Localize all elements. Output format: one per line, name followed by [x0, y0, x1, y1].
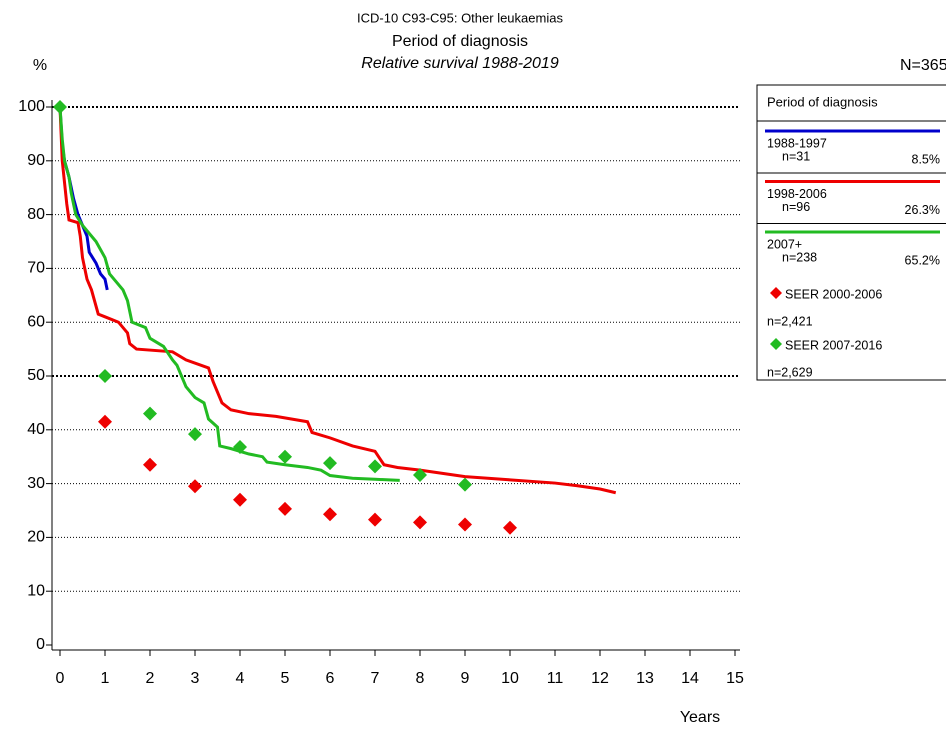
legend-marker	[770, 338, 782, 350]
x-tick-label: 5	[281, 670, 290, 687]
x-tick-label: 3	[191, 670, 200, 687]
total-count: N=365	[900, 57, 946, 74]
legend-label: 2007+	[767, 237, 802, 251]
legend-n: n=31	[782, 149, 810, 163]
legend-n: n=238	[782, 250, 817, 264]
data-point	[503, 520, 517, 535]
data-point	[458, 477, 472, 492]
data-point	[323, 456, 337, 471]
legend-share: 65.2%	[905, 253, 940, 267]
y-tick-label: 90	[27, 152, 45, 169]
data-point	[53, 100, 67, 114]
data-point	[278, 501, 292, 516]
legend-n: n=2,629	[767, 365, 813, 379]
data-point	[188, 427, 202, 442]
x-tick-label: 8	[416, 670, 425, 687]
x-tick-label: 2	[146, 670, 155, 687]
x-tick-label: 12	[591, 670, 609, 687]
data-point	[143, 406, 157, 421]
y-axis-label: %	[33, 57, 47, 74]
x-tick-label: 6	[326, 670, 335, 687]
data-point	[413, 515, 427, 530]
x-tick-label: 9	[461, 670, 470, 687]
x-tick-label: 4	[236, 670, 245, 687]
data-point	[233, 492, 247, 507]
legend-label: 1988-1997	[767, 136, 827, 150]
x-tick-label: 7	[371, 670, 380, 687]
data-point	[278, 449, 292, 464]
data-point	[143, 457, 157, 472]
data-point	[368, 459, 382, 474]
x-tick-label: 11	[547, 670, 564, 687]
data-point	[413, 467, 427, 482]
chart-subtitle: Relative survival 1988-2019	[361, 55, 559, 72]
y-tick-label: 20	[27, 529, 45, 546]
data-point	[368, 512, 382, 527]
survival-line	[58, 106, 617, 495]
legend-label: 1998-2006	[767, 187, 827, 201]
chart-subtitle: Period of diagnosis	[392, 33, 528, 50]
y-tick-label: 80	[27, 206, 45, 223]
legend-label: SEER 2000-2006	[785, 287, 882, 301]
x-tick-label: 15	[726, 670, 744, 687]
legend-box	[756, 84, 946, 381]
legend-n: n=2,421	[767, 314, 813, 328]
data-point	[98, 414, 112, 429]
legend-title: Period of diagnosis	[767, 94, 878, 109]
legend-share: 26.3%	[905, 203, 940, 217]
legend-n: n=96	[782, 200, 810, 214]
y-tick-label: 40	[27, 421, 45, 438]
legend-label: SEER 2007-2016	[785, 338, 882, 352]
x-tick-label: 10	[501, 670, 519, 687]
data-point	[188, 479, 202, 494]
x-tick-label: 1	[101, 670, 110, 687]
data-point	[98, 369, 112, 383]
legend-share: 8.5%	[912, 152, 941, 166]
x-tick-label: 13	[636, 670, 654, 687]
x-axis-label: Years	[680, 709, 720, 726]
survival-line	[58, 106, 400, 482]
y-tick-label: 60	[27, 313, 45, 330]
y-tick-label: 100	[18, 98, 45, 115]
y-tick-label: 50	[27, 367, 45, 384]
y-tick-label: 0	[36, 636, 45, 653]
chart-title: ICD-10 C93-C95: Other leukaemias	[357, 10, 563, 25]
legend-marker	[770, 287, 782, 299]
y-tick-label: 10	[27, 582, 45, 599]
y-tick-label: 30	[27, 475, 45, 492]
x-tick-label: 14	[681, 670, 699, 687]
data-point	[233, 440, 247, 455]
y-tick-label: 70	[27, 260, 45, 277]
data-point	[458, 517, 472, 532]
data-point	[323, 507, 337, 522]
x-tick-label: 0	[56, 670, 65, 687]
